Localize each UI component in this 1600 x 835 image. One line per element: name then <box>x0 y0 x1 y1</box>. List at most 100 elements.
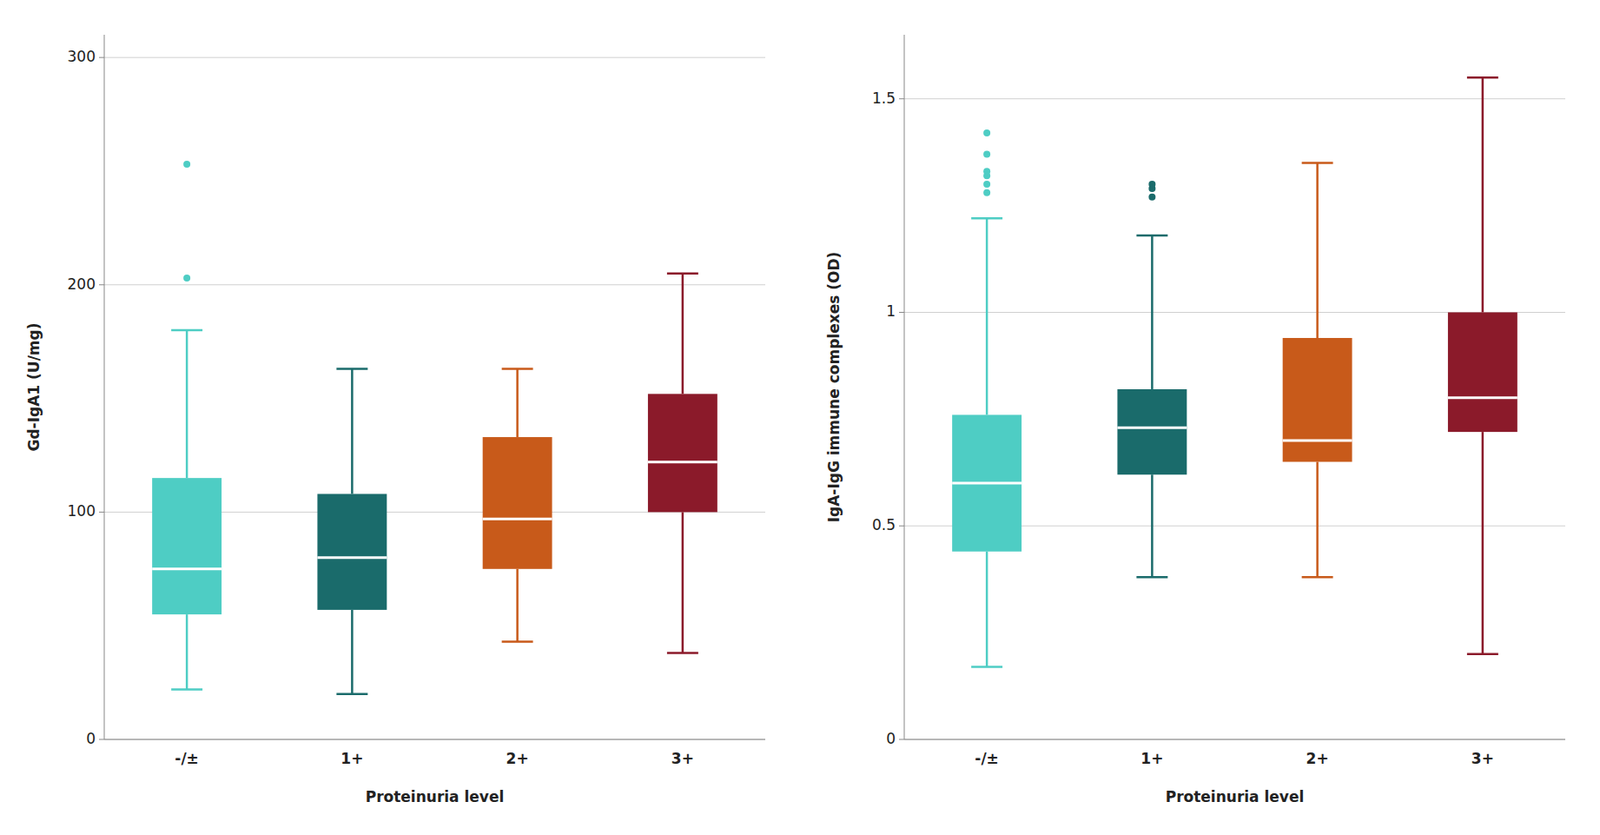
y-tick-label: 1 <box>885 302 896 320</box>
box-group <box>1282 162 1353 577</box>
lower-cap <box>971 665 1003 668</box>
median <box>317 555 387 559</box>
grid-line <box>104 284 766 285</box>
x-tick-label: 3+ <box>1471 749 1495 767</box>
grid-line <box>104 739 766 741</box>
grid-line <box>904 739 1566 741</box>
lower-whisker <box>515 568 519 642</box>
grid-line <box>904 98 1566 100</box>
x-axis-line <box>104 739 766 741</box>
upper-cap <box>1136 234 1168 238</box>
upper-whisker <box>985 218 989 415</box>
box <box>482 436 553 569</box>
panel: 00.511.5-/±1+2+3+Proteinuria levelIgA-Ig… <box>825 34 1566 806</box>
y-tick <box>899 739 905 741</box>
box <box>952 414 1022 551</box>
lower-whisker <box>185 614 189 689</box>
y-tick-label: 0 <box>885 729 896 748</box>
flier <box>983 167 991 175</box>
y-ticks: 0 100 200 300 <box>67 47 105 748</box>
box <box>317 493 387 609</box>
box-group <box>1447 77 1518 655</box>
box <box>1117 389 1187 475</box>
median <box>1447 396 1518 399</box>
box <box>1282 337 1353 463</box>
x-ticks: -/±1+2+3+ <box>174 749 695 767</box>
grid <box>904 99 1566 740</box>
box-group <box>152 160 222 689</box>
x-tick-label: 2+ <box>1306 749 1329 767</box>
grid <box>104 57 766 740</box>
upper-cap <box>171 329 203 332</box>
lower-whisker <box>1150 474 1154 577</box>
y-tick-label: 0 <box>85 729 96 748</box>
upper-cap <box>336 367 368 371</box>
upper-cap <box>971 217 1003 220</box>
x-tick-label: 2+ <box>506 749 529 767</box>
y-tick <box>99 284 105 285</box>
y-tick <box>99 57 105 59</box>
upper-whisker <box>350 369 354 495</box>
y-tick <box>99 739 105 741</box>
lower-whisker <box>1481 431 1485 655</box>
lower-cap <box>502 640 534 643</box>
flier <box>1148 180 1156 188</box>
upper-whisker <box>1315 162 1319 338</box>
lower-cap <box>171 687 203 691</box>
median <box>1282 438 1353 442</box>
x-axis-line <box>904 739 1566 741</box>
lower-whisker <box>1315 462 1319 578</box>
y-tick-label: 100 <box>67 502 96 520</box>
y-tick-label: 200 <box>67 275 96 293</box>
x-tick-label: 3+ <box>671 749 695 767</box>
marks <box>952 77 1518 667</box>
lower-cap <box>1467 652 1499 655</box>
median <box>152 567 222 570</box>
flier <box>983 180 991 188</box>
y-tick-label: 300 <box>67 47 96 66</box>
y-tick <box>899 525 905 527</box>
grid-line <box>104 57 766 59</box>
y-tick <box>899 311 905 313</box>
lower-cap <box>667 651 699 655</box>
y-tick <box>99 511 105 513</box>
x-axis-label: Proteinuria level <box>1165 787 1305 806</box>
x-tick-label: 1+ <box>1140 749 1164 767</box>
box <box>1447 311 1518 432</box>
lower-whisker <box>985 551 989 668</box>
flier <box>983 189 991 197</box>
median <box>482 517 553 521</box>
median <box>952 482 1022 485</box>
x-ticks: -/±1+2+3+ <box>974 749 1495 767</box>
panel: 0100200300-/±1+2+3+Proteinuria levelGd-I… <box>25 34 766 806</box>
upper-cap <box>667 271 699 275</box>
lower-cap <box>1136 575 1168 579</box>
box-group <box>952 129 1022 667</box>
x-tick-label: -/± <box>174 749 199 767</box>
lower-cap <box>336 692 368 695</box>
lower-whisker <box>350 609 354 695</box>
y-tick-label: 0.5 <box>872 515 896 534</box>
box <box>647 393 718 512</box>
y-tick <box>899 98 905 100</box>
upper-whisker <box>681 273 685 395</box>
flier <box>983 129 991 137</box>
marks <box>152 160 718 695</box>
box-group <box>317 369 387 695</box>
box-group <box>482 369 553 642</box>
median <box>647 460 718 463</box>
upper-whisker <box>1150 235 1154 390</box>
lower-cap <box>1302 575 1334 579</box>
box-group <box>1117 180 1187 577</box>
upper-whisker <box>185 330 189 478</box>
y-tick-label: 1.5 <box>872 89 896 107</box>
upper-cap <box>1302 161 1334 165</box>
y-axis-label: IgA-IgG immune complexes (OD) <box>825 251 843 523</box>
box-group <box>647 273 718 654</box>
flier <box>183 274 191 282</box>
page: {"chart_data": [ {"type": "box", "ylabel… <box>0 0 1600 835</box>
y-axis-line <box>904 34 906 740</box>
figure: 0100200300-/±1+2+3+Proteinuria levelGd-I… <box>0 0 1600 835</box>
flier <box>183 160 191 168</box>
flier <box>983 151 991 159</box>
